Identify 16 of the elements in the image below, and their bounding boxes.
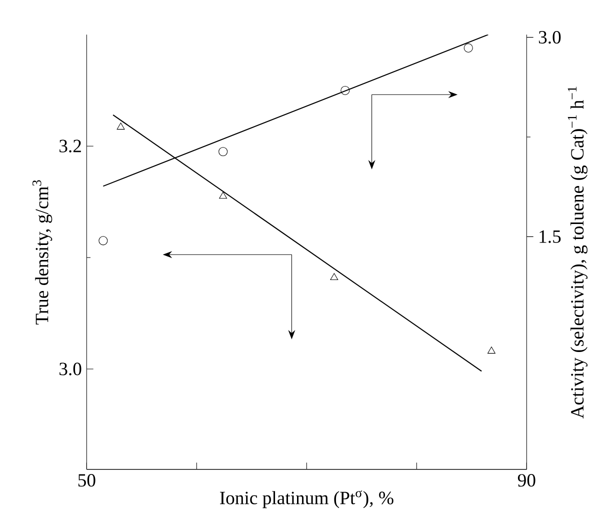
y-axis-title: True density, g/cm$^{3}$ [32,180,52,324]
x-tick-label: 50 [78,474,96,486]
point [98,236,108,246]
point [218,146,228,156]
y2-tick-label: 3.0 [538,30,561,44]
y-tick-label: 3.2 [60,140,81,152]
y2-axis-title: Activity (selectivity), g toluene (g Cat)$^{−1}$ h$^{−1}$ [568,86,588,418]
point [340,86,350,95]
point [330,272,338,280]
y2-tick-label: 1.5 [540,230,561,243]
point [116,122,125,130]
point [219,192,228,199]
x-axis-title: Ionic platinum (Pt$^{σ}$), % [220,490,394,508]
point [464,43,473,52]
point [487,346,496,354]
x-tick-label: 90 [518,474,536,486]
